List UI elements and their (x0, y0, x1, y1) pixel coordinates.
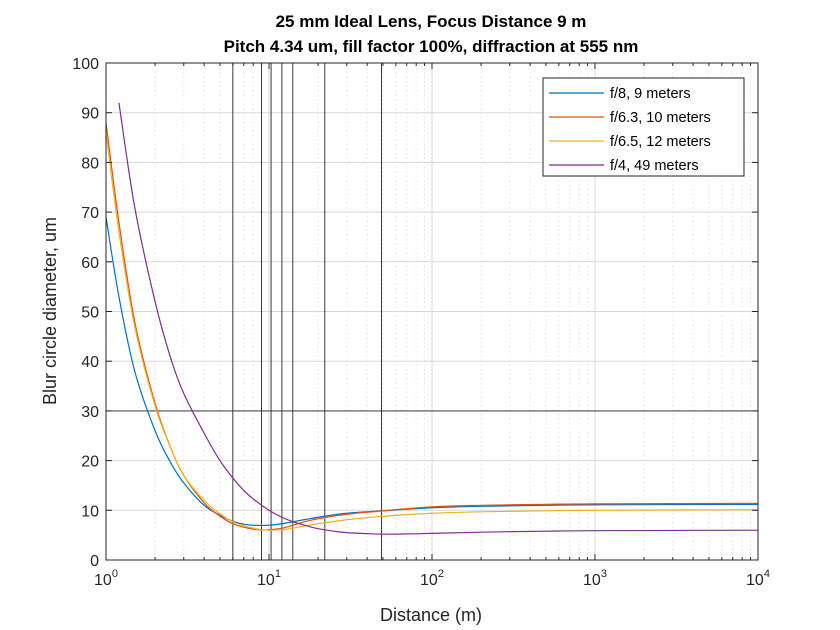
x-tick-label: 102 (420, 568, 444, 589)
y-tick-label: 70 (81, 205, 99, 222)
x-tick-label: 101 (257, 568, 281, 589)
legend-label-2: f/6.3, 10 meters (610, 110, 711, 126)
y-tick-label: 50 (81, 305, 99, 322)
y-tick-label: 40 (81, 354, 99, 371)
legend-label-1: f/8, 9 meters (610, 86, 691, 102)
y-axis-label: Blur circle diameter, um (40, 217, 60, 405)
legend-label-4: f/4, 49 meters (610, 158, 699, 174)
legend-label-3: f/6.5, 12 meters (610, 134, 711, 150)
y-tick-label: 60 (81, 255, 99, 272)
chart-subtitle: Pitch 4.34 um, fill factor 100%, diffrac… (224, 37, 639, 56)
data-series (106, 102, 758, 535)
y-tick-label: 20 (81, 454, 99, 471)
x-tick-label: 100 (94, 568, 118, 589)
y-tick-label: 10 (81, 503, 99, 520)
series-line-4 (118, 102, 758, 535)
x-tick-label: 104 (746, 568, 770, 589)
series-line-3 (106, 132, 758, 531)
grid-lines (106, 63, 758, 560)
series-line-1 (106, 216, 758, 527)
y-tick-label: 80 (81, 155, 99, 172)
y-tick-label: 30 (81, 404, 99, 421)
reference-lines (106, 63, 758, 560)
x-axis-label: Distance (m) (380, 605, 482, 625)
legend: f/8, 9 meters f/6.3, 10 meters f/6.5, 12 m… (542, 77, 745, 177)
x-tick-label: 103 (583, 568, 607, 589)
axis-ticks: 0 10 20 30 40 50 60 70 80 90 100 100 101 102 103 104 (72, 56, 770, 589)
y-tick-label: 100 (72, 56, 99, 73)
legend-entries: f/8, 9 meters f/6.3, 10 meters f/6.5, 12 m… (549, 86, 711, 174)
y-tick-label: 90 (81, 106, 99, 123)
chart-title: 25 mm Ideal Lens, Focus Distance 9 m (276, 12, 587, 31)
y-tick-label: 0 (90, 553, 99, 570)
legend-box (542, 77, 745, 177)
